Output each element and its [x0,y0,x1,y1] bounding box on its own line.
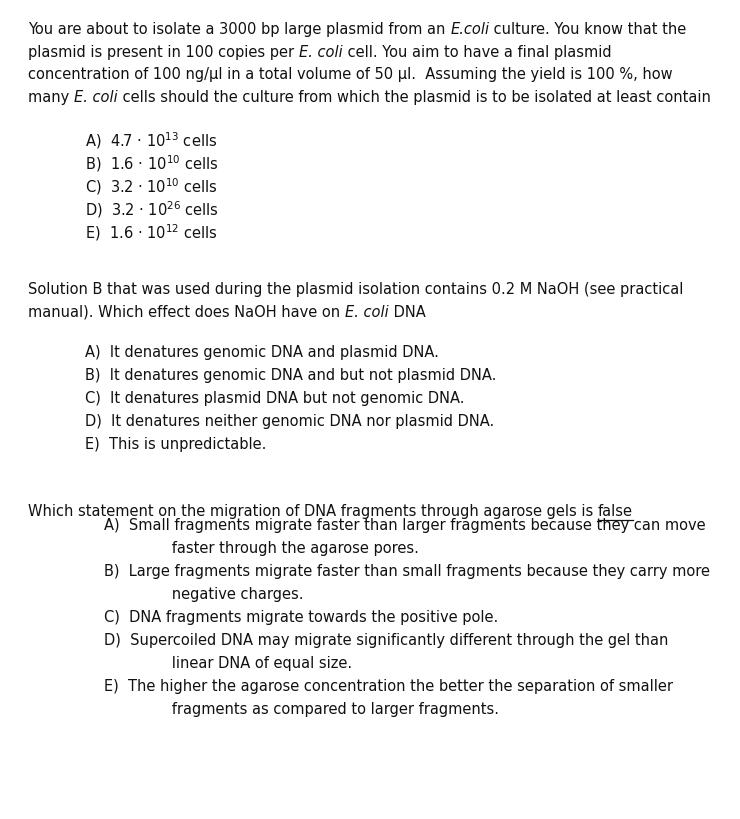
Text: culture. You know that the: culture. You know that the [489,22,687,37]
Text: D)  It denatures neither genomic DNA nor plasmid DNA.: D) It denatures neither genomic DNA nor … [85,414,494,428]
Text: E. coli: E. coli [299,44,343,60]
Text: cells should the culture from which the plasmid is to be isolated at least conta: cells should the culture from which the … [118,89,710,105]
Text: fragments as compared to larger fragments.: fragments as compared to larger fragment… [144,701,500,716]
Text: faster through the agarose pores.: faster through the agarose pores. [144,541,419,555]
Text: concentration of 100 ng/µl in a total volume of 50 µl.  Assuming the yield is 10: concentration of 100 ng/µl in a total vo… [28,67,673,82]
Text: E.coli: E.coli [450,22,489,37]
Text: B)  1.6 · 10$^{10}$ cells: B) 1.6 · 10$^{10}$ cells [85,153,218,174]
Text: Which statement on the migration of DNA fragments through agarose gels is: Which statement on the migration of DNA … [28,504,598,518]
Text: E)  The higher the agarose concentration the better the separation of smaller: E) The higher the agarose concentration … [104,678,673,693]
Text: cell. You aim to have a final plasmid: cell. You aim to have a final plasmid [343,44,611,60]
Text: negative charges.: negative charges. [144,586,304,601]
Text: B)  Large fragments migrate faster than small fragments because they carry more: B) Large fragments migrate faster than s… [104,563,710,578]
Text: manual). Which effect does NaOH have on: manual). Which effect does NaOH have on [28,305,345,319]
Text: false: false [598,504,633,518]
Text: E. coli: E. coli [345,305,388,319]
Text: A)  4.7 · 10$^{13}$ cells: A) 4.7 · 10$^{13}$ cells [85,130,218,151]
Text: plasmid is present in 100 copies per: plasmid is present in 100 copies per [28,44,299,60]
Text: Solution B that was used during the plasmid isolation contains 0.2 M NaOH (see p: Solution B that was used during the plas… [28,282,684,296]
Text: C)  3.2 · 10$^{10}$ cells: C) 3.2 · 10$^{10}$ cells [85,176,218,197]
Text: E)  This is unpredictable.: E) This is unpredictable. [85,437,266,451]
Text: A)  Small fragments migrate faster than larger fragments because they can move: A) Small fragments migrate faster than l… [104,518,705,532]
Text: D)  Supercoiled DNA may migrate significantly different through the gel than: D) Supercoiled DNA may migrate significa… [104,632,668,647]
Text: D)  3.2 · 10$^{26}$ cells: D) 3.2 · 10$^{26}$ cells [85,199,219,219]
Text: E)  1.6 · 10$^{12}$ cells: E) 1.6 · 10$^{12}$ cells [85,222,218,242]
Text: C)  It denatures plasmid DNA but not genomic DNA.: C) It denatures plasmid DNA but not geno… [85,391,465,405]
Text: many: many [28,89,74,105]
Text: linear DNA of equal size.: linear DNA of equal size. [144,655,352,670]
Text: C)  DNA fragments migrate towards the positive pole.: C) DNA fragments migrate towards the pos… [104,609,498,624]
Text: DNA: DNA [388,305,425,319]
Text: You are about to isolate a 3000 bp large plasmid from an: You are about to isolate a 3000 bp large… [28,22,450,37]
Text: B)  It denatures genomic DNA and but not plasmid DNA.: B) It denatures genomic DNA and but not … [85,368,497,382]
Text: E. coli: E. coli [74,89,118,105]
Text: A)  It denatures genomic DNA and plasmid DNA.: A) It denatures genomic DNA and plasmid … [85,345,439,360]
